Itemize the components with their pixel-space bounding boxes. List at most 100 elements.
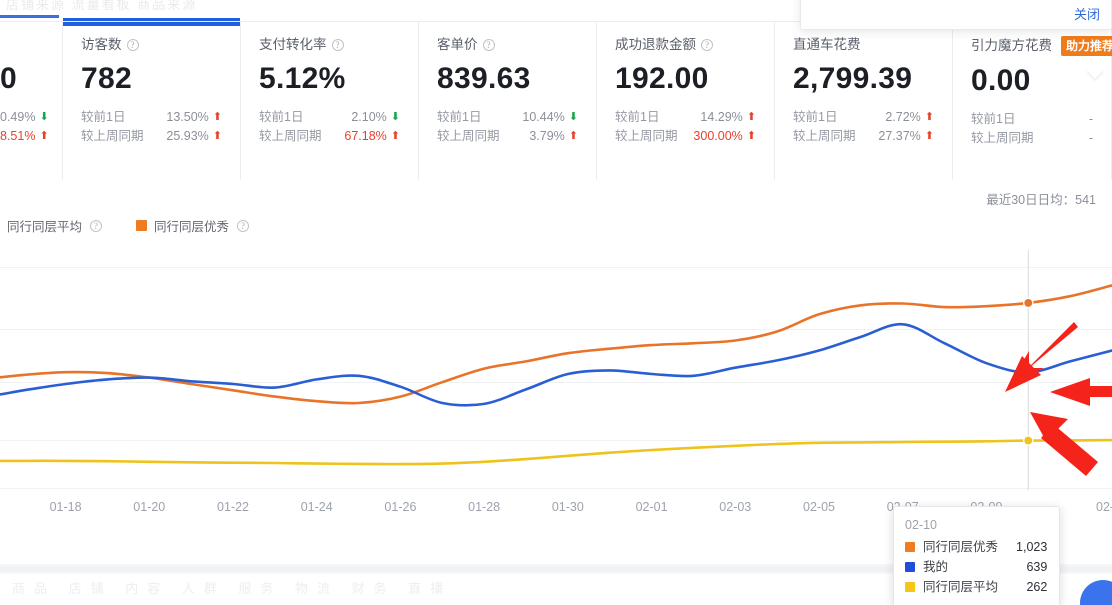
arrow-up-icon: ⬆ [390,130,400,142]
tooltip-date: 02-10 [905,518,937,532]
legend-swatch [136,220,148,231]
metric-card-clipped[interactable]: 0 0.49% ⬇ 8.51% ⬆ [0,22,63,180]
tooltip-series-name: 同行同层优秀 [923,540,999,554]
comparison-value-group: 2.10% ⬇ [351,108,400,127]
metric-comparison-row: 较前1日 10.44% ⬇ [437,108,578,127]
metric-card-title-text: 引力魔方花费 [971,38,1052,53]
metric-card-title: 支付转化率? [259,36,400,54]
metric-card-3[interactable]: 客单价? 839.63 较前1日 10.44% ⬇ 较上周同期 3.79% ⬆ [419,22,597,180]
comparison-value: - [1088,112,1093,126]
comparison-value: 2.72% [885,110,921,124]
help-icon[interactable]: ? [482,39,495,51]
arrow-up-icon: ⬆ [212,111,222,123]
metric-comparison-row: 较上周同期 25.93% ⬆ [81,127,222,146]
bottom-divider-band [0,564,1112,574]
x-axis-tick-label: 01-22 [217,500,249,514]
metric-comparison-row: 较上周同期 300.00% ⬆ [615,127,756,146]
x-axis-tick-label: 01-18 [49,500,82,514]
x-axis-tick-label: 01-28 [468,500,501,514]
comparison-label: 较前1日 [971,112,1016,126]
comparison-value: 14.29% [700,110,743,124]
arrow-up-icon: ⬆ [746,130,756,142]
metric-card-comparisons: 较前1日 - 较上周同期 - [971,110,1093,148]
chart-plot-area[interactable] [0,250,1112,490]
help-icon[interactable]: ? [237,219,250,232]
thirty-day-average-note: 最近30日日均：541 [986,193,1096,207]
promo-badge[interactable]: 助力推荐 [1061,36,1112,56]
series-line [0,284,1112,405]
metric-comparison-row: 较前1日 13.50% ⬆ [81,108,222,127]
legend-item-2[interactable]: 同行同层优秀? [136,216,250,235]
help-icon[interactable]: ? [90,219,103,232]
ghost-tab-labels: 店铺来源 流量看板 商品来源 [6,0,198,12]
comparison-label: 较前1日 [437,110,482,124]
metric-card-1[interactable]: 访客数? 782 较前1日 13.50% ⬆ 较上周同期 25.93% ⬆ [63,22,241,180]
metric-card-comparisons: 较前1日 2.72% ⬆ 较上周同期 27.37% ⬆ [793,108,934,146]
help-icon[interactable]: ? [701,39,713,51]
comparison-value-group: 10.44% ⬇ [522,108,578,127]
metric-card-value: 0.00 [971,64,1031,97]
arrow-up-icon: ⬆ [924,111,934,123]
floating-action-button[interactable] [1080,580,1112,605]
metric-card-value: 192.00 [615,62,709,95]
comparison-value: 67.18% [344,129,387,143]
trend-chart-panel: 最近30日日均：541 我的?同行同层平均?同行同层优秀? 01-1601-18… [0,180,1112,605]
metric-card-value: 782 [81,62,132,95]
hover-dot [1023,297,1034,309]
metric-card-title-text: 访客数 [81,37,122,52]
metric-card-5[interactable]: 直通车花费 2,799.39 较前1日 2.72% ⬆ 较上周同期 27.37% ⬆ [775,22,953,180]
comparison-value: 13.50% [166,110,209,124]
metric-comparison-row: 较上周同期 27.37% ⬆ [793,127,934,146]
comparison-value: - [1088,131,1093,145]
comparison-label: 较上周同期 [971,131,1034,145]
metric-comparison-row: 较前1日 2.72% ⬆ [793,108,934,127]
metric-card-comparisons: 0.49% ⬇ 8.51% ⬆ [0,108,49,146]
metric-card-2[interactable]: 支付转化率? 5.12% 较前1日 2.10% ⬇ 较上周同期 67.18% ⬆ [241,22,419,180]
legend-label: 同行同层优秀 [154,220,230,234]
comparison-value-group: 0.49% ⬇ [0,108,49,127]
legend-item-1[interactable]: 同行同层平均? [0,216,103,235]
tab-underline-active [63,18,240,22]
metric-comparison-row: 0.49% ⬇ [0,108,49,127]
comparison-value-group: 67.18% ⬆ [344,127,400,146]
promo-popup: 关闭 [800,0,1112,30]
arrow-up-icon: ⬆ [212,130,222,142]
comparison-value-group: 13.50% ⬆ [166,108,222,127]
comparison-value-group: 3.79% ⬆ [529,127,578,146]
tooltip-swatch [905,542,915,552]
metric-card-4[interactable]: 成功退款金额? 192.00 较前1日 14.29% ⬆ 较上周同期 300.00% ⬆ [597,22,775,180]
arrow-down-icon: ⬇ [39,111,49,123]
metric-card-title: 访客数? [81,36,222,54]
tooltip-swatch [905,562,915,572]
tooltip-swatch [905,582,915,592]
tooltip-rows: 同行同层优秀 1,023 我的 639 同行同层平均 262 [905,537,1047,597]
x-axis-tick-label: 01-26 [384,500,417,514]
metric-card-value: 839.63 [437,62,531,95]
comparison-value: 300.00% [693,129,743,143]
hover-dot [1023,367,1034,378]
metric-comparison-row: 较前1日 14.29% ⬆ [615,108,756,127]
x-axis-tick-label: 01-20 [133,500,166,514]
tooltip-row: 同行同层优秀 1,023 [905,537,1047,557]
chart-legend: 我的?同行同层平均?同行同层优秀? [0,216,250,235]
metric-card-title: 成功退款金额? [615,36,756,54]
metric-card-6[interactable]: 引力魔方花费 助力推荐 0.00 较前1日 - 较上周同期 - [953,22,1112,180]
tab-underline-secondary [0,15,59,18]
series-line [0,322,1112,407]
comparison-value: 10.44% [522,110,565,124]
metric-card-title [0,36,44,54]
help-icon[interactable]: ? [126,39,139,51]
comparison-label: 较上周同期 [259,129,322,143]
metric-card-value: 0 [0,62,17,95]
help-icon[interactable]: ? [331,39,344,51]
arrow-up-icon: ⬆ [568,130,578,142]
metric-comparison-row: 较上周同期 - [971,129,1093,148]
comparison-label: 较上周同期 [81,129,144,143]
popup-close-link[interactable]: 关闭 [1073,7,1100,22]
comparison-label: 较上周同期 [793,129,856,143]
x-axis-tick-label: 02-03 [719,500,752,514]
chart-series-group [0,284,1112,466]
series-line [0,438,1112,466]
chart-tooltip: 02-10 同行同层优秀 1,023 我的 639 同行同层平均 262 [893,506,1061,605]
strip-divider [0,21,1112,22]
